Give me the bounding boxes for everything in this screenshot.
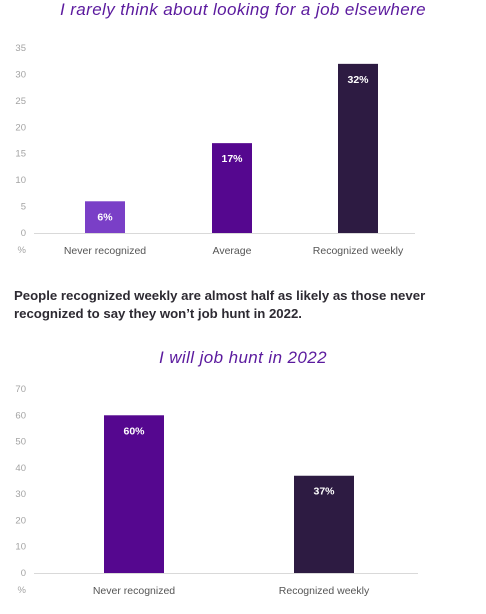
chart2-ytick-label: 0 [21,568,26,579]
chart1-data-label: 17% [221,153,243,165]
chart2-ytick-label: 40 [15,463,26,474]
chart1-ytick-label: 35 [15,43,26,54]
chart1-data-label: 32% [347,74,369,86]
chart2-ytick-label: 50 [15,437,26,448]
chart1-ytick-label: 0 [21,228,26,239]
chart2-category-label: Recognized weekly [279,585,370,597]
chart1-ytick-label: 20 [15,122,26,133]
chart1-ylabel: % [18,245,27,256]
chart2-title: I will job hunt in 2022 [159,348,327,367]
chart2-ytick-label: 10 [15,542,26,553]
chart2-category-label: Never recognized [93,585,175,597]
chart1-ytick-label: 15 [15,149,26,160]
chart2-ylabel: % [18,585,27,596]
chart1-ytick-label: 30 [15,69,26,80]
chart2-data-label: 60% [123,425,145,437]
chart1-ytick-label: 5 [21,202,26,213]
chart1-category-label: Average [213,245,252,257]
chart2-ytick-label: 60 [15,410,26,421]
chart1-title: I rarely think about looking for a job e… [59,0,426,19]
chart2-ytick-label: 70 [15,384,26,395]
chart1-bar [85,201,125,233]
chart1-category-label: Recognized weekly [313,245,404,257]
chart2-ytick-label: 20 [15,515,26,526]
caption-text: People recognized weekly are almost half… [14,288,426,321]
chart1-ytick-label: 10 [15,175,26,186]
chart1-bar [212,143,252,233]
chart2-bar [294,475,354,573]
chart1-data-label: 6% [97,211,113,223]
chart2-ytick-label: 30 [15,489,26,500]
chart1-bar [338,63,378,233]
chart2-bar [104,415,164,573]
chart2-data-label: 37% [313,486,335,498]
chart1-ytick-label: 25 [15,96,26,107]
chart1-category-label: Never recognized [64,245,146,257]
